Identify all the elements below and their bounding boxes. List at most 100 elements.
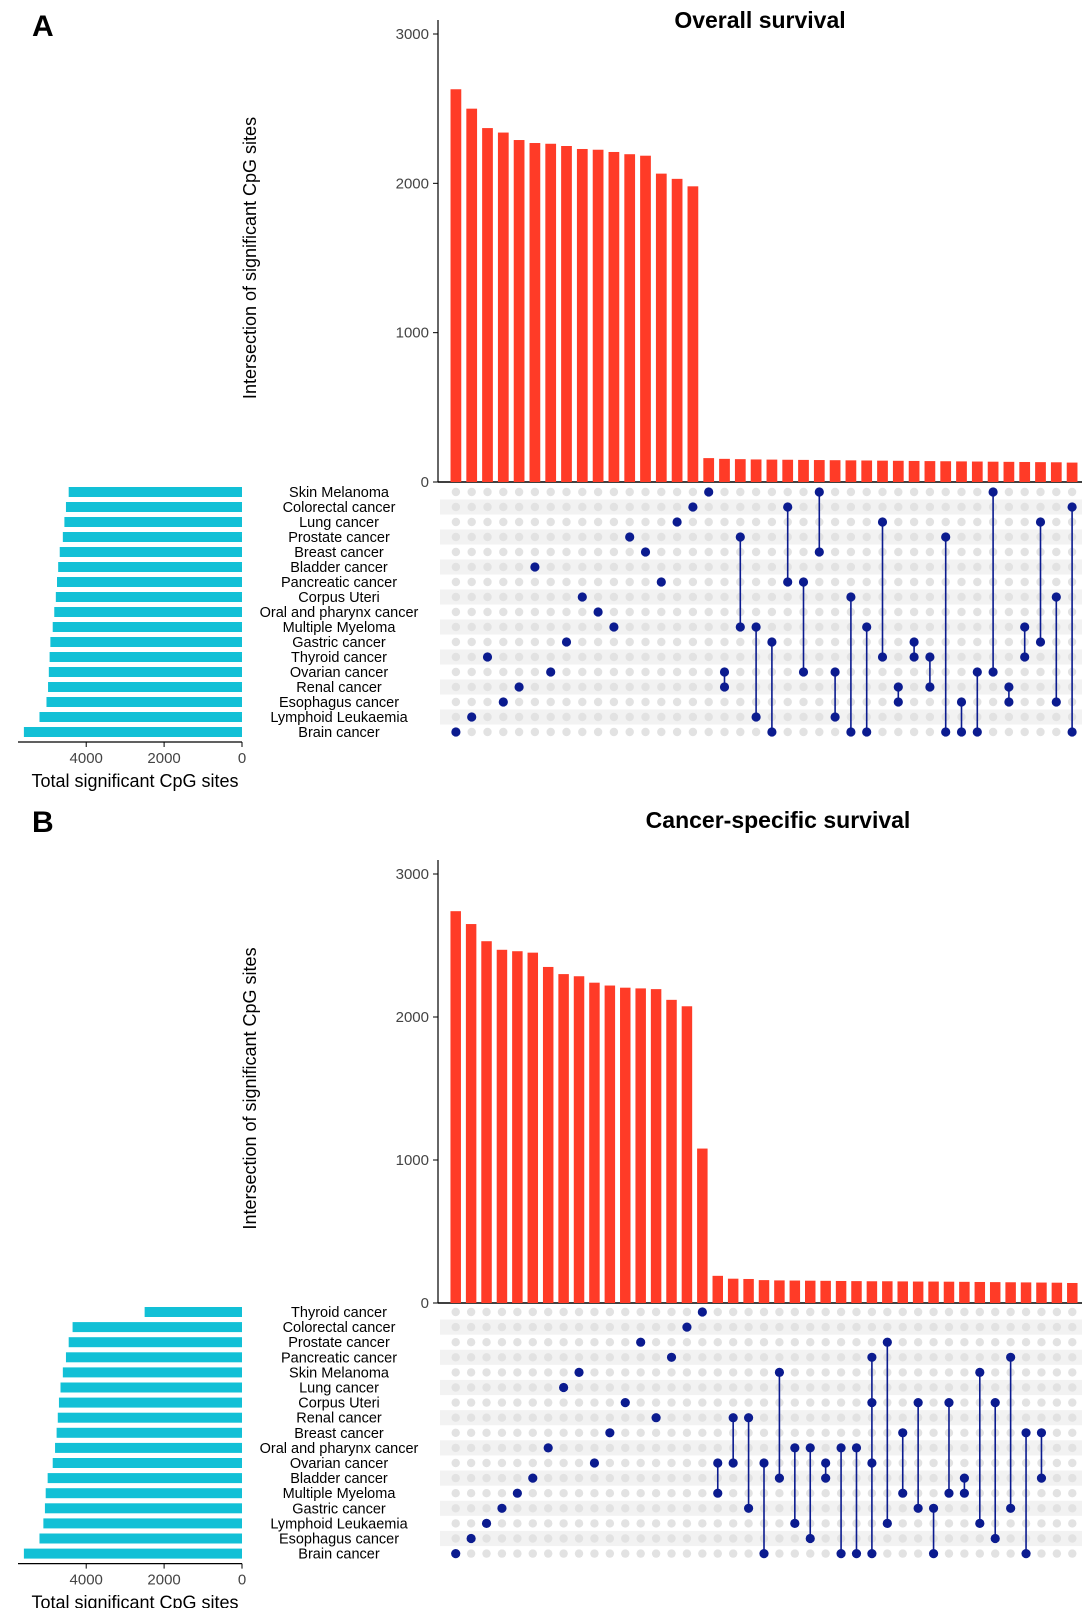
matrix-empty-dot (862, 487, 871, 497)
matrix-empty-dot (799, 532, 808, 542)
matrix-empty-dot (1052, 1473, 1062, 1483)
matrix-empty-dot (562, 487, 571, 497)
matrix-empty-dot (1020, 562, 1029, 572)
set-label: Skin Melanoma (289, 485, 390, 501)
matrix-empty-dot (593, 682, 603, 692)
matrix-empty-dot (546, 682, 555, 692)
matrix-empty-dot (530, 532, 540, 542)
matrix-empty-dot (574, 1458, 584, 1468)
matrix-member-dot (672, 517, 682, 527)
matrix-empty-dot (806, 1398, 815, 1407)
set-label: Pancreatic cancer (281, 575, 397, 591)
intersection-bar (573, 976, 585, 1303)
matrix-empty-dot (720, 607, 729, 617)
intersection-bar (604, 985, 616, 1303)
matrix-empty-dot (925, 562, 935, 572)
matrix-empty-dot (1004, 712, 1014, 722)
matrix-empty-dot (909, 667, 919, 677)
matrix-empty-dot (975, 1338, 985, 1347)
matrix-empty-dot (830, 517, 840, 527)
matrix-empty-dot (815, 697, 824, 707)
matrix-empty-dot (562, 607, 571, 617)
matrix-empty-dot (960, 1504, 969, 1513)
matrix-empty-dot (1068, 1534, 1077, 1543)
matrix-empty-dot (682, 1428, 692, 1438)
matrix-empty-dot (704, 712, 713, 722)
matrix-empty-dot (728, 1473, 738, 1483)
matrix-empty-dot (957, 607, 966, 617)
matrix-empty-dot (590, 1519, 599, 1528)
matrix-empty-dot (830, 607, 840, 617)
matrix-empty-dot (609, 607, 619, 617)
matrix-member-dot (697, 1307, 707, 1317)
matrix-empty-dot (862, 532, 871, 542)
set-size-bar (56, 1427, 242, 1438)
matrix-empty-dot (605, 1443, 615, 1453)
matrix-empty-dot (667, 1307, 676, 1317)
matrix-empty-dot (806, 1383, 815, 1392)
intersection-bar (971, 461, 983, 482)
set-size-bar (46, 697, 243, 707)
matrix-empty-dot (574, 1398, 584, 1407)
matrix-empty-dot (898, 1413, 907, 1422)
matrix-empty-dot (698, 1458, 707, 1468)
matrix-empty-dot (909, 577, 919, 587)
matrix-empty-dot (815, 727, 824, 737)
matrix-empty-dot (609, 487, 619, 497)
matrix-empty-dot (497, 1489, 507, 1498)
matrix-empty-dot (514, 607, 524, 617)
matrix-empty-dot (852, 1338, 861, 1347)
matrix-empty-dot (499, 667, 508, 677)
matrix-empty-dot (698, 1473, 707, 1483)
matrix-empty-dot (883, 1534, 892, 1543)
intersection-bar (734, 459, 746, 482)
matrix-empty-dot (590, 1534, 599, 1543)
matrix-empty-dot (751, 547, 761, 557)
matrix-empty-dot (559, 1368, 568, 1377)
matrix-empty-dot (1020, 667, 1029, 677)
matrix-empty-dot (799, 517, 808, 527)
intersection-bar (1005, 1282, 1016, 1303)
matrix-empty-dot (621, 1549, 630, 1558)
matrix-empty-dot (852, 1428, 861, 1438)
matrix-empty-dot (704, 697, 713, 707)
matrix-row-shade (440, 589, 1082, 605)
matrix-empty-dot (609, 652, 619, 662)
matrix-empty-dot (957, 562, 966, 572)
matrix-empty-dot (736, 712, 745, 722)
matrix-empty-dot (929, 1428, 938, 1438)
matrix-empty-dot (704, 637, 713, 647)
matrix-empty-dot (546, 712, 555, 722)
matrix-empty-dot (482, 1489, 491, 1498)
matrix-empty-dot (1036, 712, 1045, 722)
matrix-empty-dot (667, 1322, 676, 1332)
matrix-empty-dot (975, 1307, 985, 1317)
matrix-empty-dot (744, 1322, 753, 1332)
matrix-empty-dot (451, 1338, 460, 1347)
matrix-empty-dot (913, 1534, 923, 1543)
matrix-empty-dot (672, 622, 682, 632)
matrix-member-dot (867, 1398, 877, 1408)
matrix-empty-dot (605, 1413, 615, 1422)
matrix-empty-dot (641, 652, 650, 662)
matrix-empty-dot (960, 1322, 969, 1332)
matrix-member-dot (593, 607, 603, 617)
matrix-member-dot (751, 712, 761, 722)
matrix-empty-dot (1052, 712, 1061, 722)
matrix-empty-dot (528, 1368, 537, 1377)
matrix-empty-dot (641, 697, 650, 707)
intersection-bar (924, 461, 936, 482)
set-size-bar (58, 562, 242, 572)
matrix-empty-dot (783, 712, 792, 722)
panel-b-plot: 0 1000 2000 3000 Intersection of significant… (18, 860, 1082, 1608)
matrix-empty-dot (806, 1307, 815, 1317)
matrix-empty-dot (562, 517, 571, 527)
matrix-empty-dot (929, 1398, 938, 1407)
matrix-empty-dot (593, 697, 603, 707)
matrix-empty-dot (894, 547, 903, 557)
matrix-empty-dot (698, 1519, 707, 1528)
matrix-member-dot (882, 1337, 892, 1347)
matrix-empty-dot (836, 1338, 846, 1347)
matrix-empty-dot (913, 1307, 923, 1317)
matrix-empty-dot (641, 517, 650, 527)
